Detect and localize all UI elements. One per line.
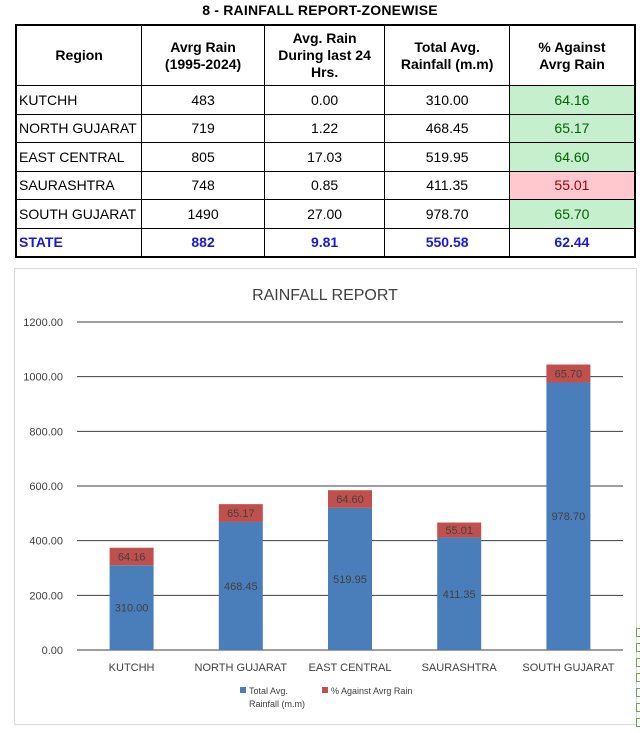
x-tick-label: SOUTH GUJARAT — [522, 662, 614, 674]
legend-swatch — [322, 687, 328, 693]
cell-region: SOUTH GUJARAT — [15, 199, 143, 229]
cell-total: 978.70 — [384, 199, 510, 229]
cell-avrg: 1490 — [141, 199, 265, 229]
state-total-row: STATE 882 9.81 550.58 62.44 — [15, 227, 636, 258]
side-mark — [636, 628, 640, 637]
cell-total: 550.58 — [384, 227, 510, 258]
cell-last24: 1.22 — [263, 113, 386, 143]
y-tick-label: 800.00 — [29, 426, 63, 438]
table-row: SOUTH GUJARAT 1490 27.00 978.70 65.70 — [15, 199, 636, 229]
cell-avrg: 748 — [141, 170, 265, 200]
cell-total: 519.95 — [384, 142, 510, 172]
bar-total-rainfall — [218, 521, 263, 650]
x-tick-label: KUTCHH — [109, 662, 155, 674]
data-label: 978.70 — [552, 511, 586, 523]
legend-label: % Against Avrg Rain — [331, 686, 412, 696]
chart-title: RAINFALL REPORT — [252, 287, 398, 304]
cell-last24: 17.03 — [263, 142, 386, 172]
cell-pct: 64.60 — [508, 142, 636, 172]
cell-last24: 9.81 — [263, 227, 386, 258]
data-label: 64.16 — [118, 551, 146, 563]
x-tick-label: EAST CENTRAL — [309, 662, 392, 674]
table-row: SAURASHTRA 748 0.85 411.35 55.01 — [15, 170, 636, 200]
rainfall-chart: RAINFALL REPORT 0.00 200.00 400.00 600.00 800… — [14, 268, 637, 725]
cell-avrg: 719 — [141, 113, 265, 143]
chart-svg: RAINFALL REPORT 0.00 200.00 400.00 600.00 800… — [23, 287, 623, 709]
bar-pct-against-avg — [437, 522, 482, 538]
cell-total: 468.45 — [384, 113, 510, 143]
bar-total-rainfall — [437, 537, 482, 650]
table-body: KUTCHH 483 0.00 310.00 64.16 NORTH GUJARAT 719… — [15, 85, 636, 258]
bar-pct-against-avg — [218, 504, 263, 522]
column-header: Region — [15, 24, 143, 86]
y-tick-label: 1000.00 — [23, 372, 63, 384]
data-label: 468.45 — [224, 581, 258, 593]
column-header: Total Avg. Rainfall (m.m) — [384, 24, 510, 86]
cell-region: EAST CENTRAL — [15, 142, 143, 172]
cell-region: SAURASHTRA — [15, 170, 143, 200]
side-mark — [636, 718, 640, 727]
data-label: 411.35 — [443, 589, 476, 601]
x-tick-label: NORTH GUJARAT — [195, 662, 288, 674]
report-title: 8 - RAINFALL REPORT-ZONEWISE — [202, 2, 438, 18]
x-tick-label: SAURASHTRA — [422, 662, 498, 674]
column-header: Avrg Rain (1995-2024) — [141, 24, 265, 86]
cell-last24: 0.00 — [263, 85, 386, 115]
cell-last24: 27.00 — [263, 199, 386, 229]
cell-total: 310.00 — [384, 85, 510, 115]
legend-swatch — [240, 687, 246, 693]
legend-label: Rainfall (m.m) — [249, 699, 305, 709]
side-mark — [636, 673, 640, 682]
bar-pct-against-avg — [328, 490, 372, 508]
cell-avrg: 805 — [141, 142, 265, 172]
bar-pct-against-avg — [546, 364, 591, 383]
side-mark — [636, 688, 640, 697]
bar-total-rainfall — [546, 382, 591, 650]
side-marks — [636, 628, 640, 733]
bar-total-rainfall — [328, 507, 372, 650]
bar-pct-against-avg — [109, 547, 154, 566]
table-row: NORTH GUJARAT 719 1.22 468.45 65.17 — [15, 113, 636, 143]
data-label: 65.70 — [555, 369, 583, 381]
data-label: 310.00 — [115, 603, 149, 615]
cell-pct: 62.44 — [508, 227, 636, 258]
column-header: Avg. Rain During last 24 Hrs. — [263, 24, 386, 86]
y-tick-label: 600.00 — [29, 481, 63, 493]
table-header-row: Region Avrg Rain (1995-2024) Avg. Rain Durin… — [15, 24, 636, 86]
y-tick-label: 1200.00 — [23, 317, 63, 329]
y-tick-label: 0.00 — [42, 645, 63, 657]
data-label: 55.01 — [445, 525, 473, 537]
cell-pct: 65.70 — [508, 199, 636, 229]
cell-avrg: 483 — [141, 85, 265, 115]
cell-region: NORTH GUJARAT — [15, 113, 143, 143]
column-header: % Against Avrg Rain — [508, 24, 636, 86]
table-row: KUTCHH 483 0.00 310.00 64.16 — [15, 85, 636, 115]
legend-label: Total Avg. — [249, 686, 288, 696]
side-mark — [636, 703, 640, 712]
cell-pct: 64.16 — [508, 85, 636, 115]
cell-pct: 65.17 — [508, 113, 636, 143]
cell-pct: 55.01 — [508, 170, 636, 200]
data-label: 519.95 — [333, 574, 367, 586]
cell-total: 411.35 — [384, 170, 510, 200]
table-row: EAST CENTRAL 805 17.03 519.95 64.60 — [15, 142, 636, 172]
cell-region: STATE — [15, 227, 143, 258]
cell-last24: 0.85 — [263, 170, 386, 200]
data-label: 64.60 — [336, 494, 364, 506]
bar-total-rainfall — [109, 565, 154, 650]
y-tick-label: 400.00 — [29, 536, 63, 548]
y-tick-label: 200.00 — [29, 590, 63, 602]
side-mark — [636, 643, 640, 652]
side-mark — [636, 658, 640, 667]
rainfall-table: Region Avrg Rain (1995-2024) Avg. Rain Durin… — [15, 24, 636, 258]
data-label: 65.17 — [227, 508, 255, 520]
cell-region: KUTCHH — [15, 85, 143, 115]
cell-avrg: 882 — [141, 227, 265, 258]
